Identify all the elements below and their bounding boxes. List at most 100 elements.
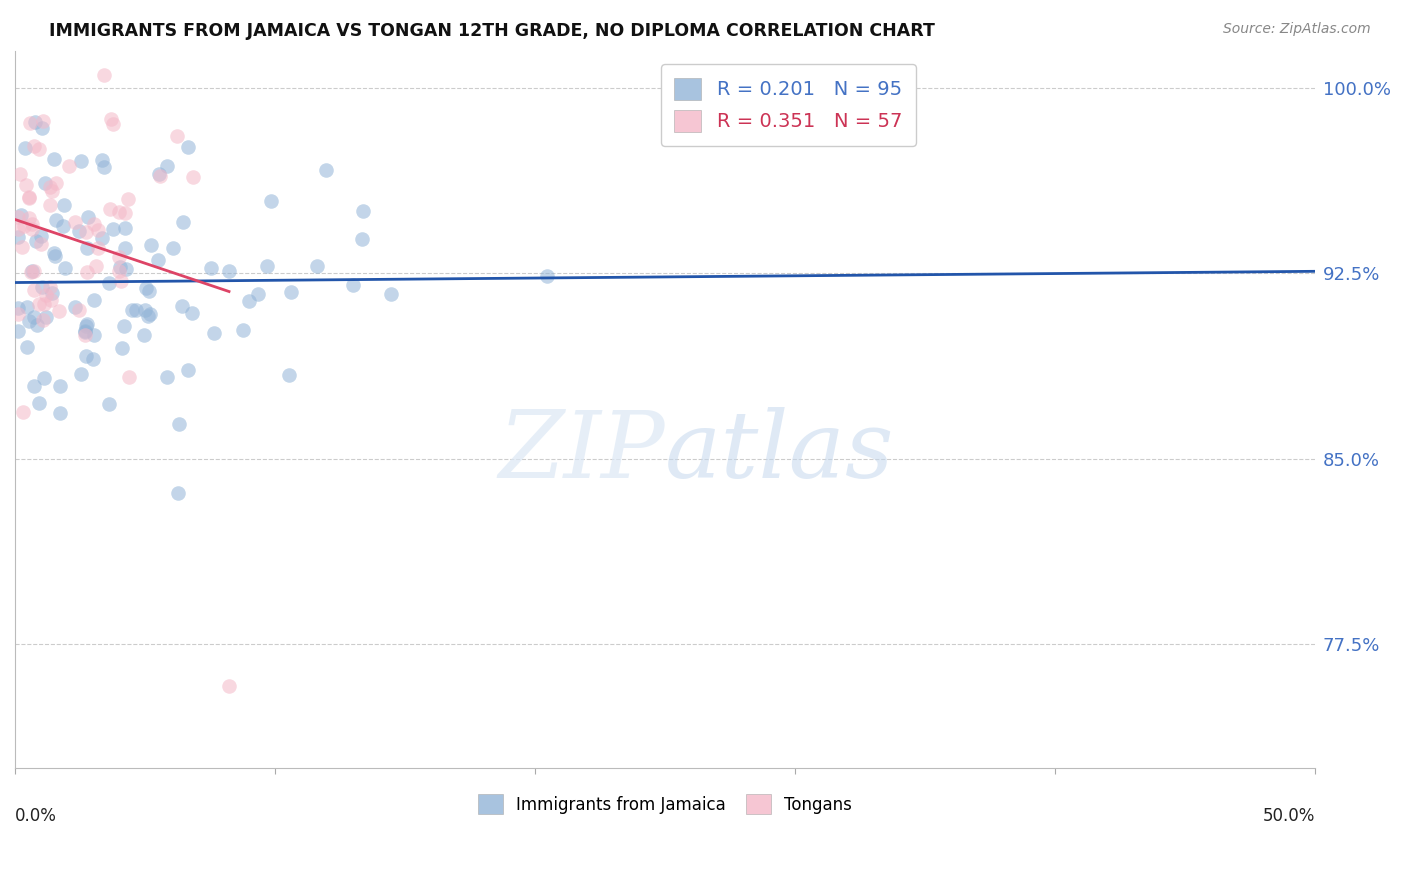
Point: [84, 259, 107, 273]
Point: [22, 310, 45, 324]
Point: [39, 293, 62, 307]
Point: [32, 113, 55, 128]
Point: [181, 170, 204, 185]
Point: [91, 153, 114, 167]
Point: [181, 306, 204, 320]
Point: [75, 325, 97, 339]
Point: [76, 241, 98, 255]
Point: [114, 241, 136, 255]
Point: [98, 397, 121, 411]
Point: [34, 297, 56, 311]
Point: [135, 281, 157, 295]
Point: [136, 309, 159, 323]
Point: [76, 317, 98, 331]
Point: [52, 219, 75, 233]
Point: [352, 232, 374, 246]
Point: [13, 219, 35, 233]
Point: [44, 246, 66, 260]
Point: [536, 269, 558, 284]
Point: [75, 328, 97, 343]
Point: [53, 198, 76, 212]
Point: [148, 167, 170, 181]
Point: [232, 323, 254, 337]
Point: [107, 204, 129, 219]
Point: [28, 396, 51, 410]
Point: [49, 406, 72, 420]
Point: [21, 217, 44, 231]
Text: atlas: atlas: [665, 408, 894, 497]
Point: [176, 140, 198, 154]
Point: [35, 288, 58, 302]
Point: [11, 240, 34, 254]
Point: [42, 152, 65, 166]
Point: [108, 264, 131, 278]
Point: [7, 222, 30, 236]
Point: [41, 286, 63, 301]
Point: [352, 203, 374, 218]
Point: [13, 405, 35, 419]
Point: [91, 230, 114, 244]
Point: [8, 167, 31, 181]
Point: [39, 279, 62, 293]
Point: [45, 213, 67, 227]
Point: [172, 215, 194, 229]
Point: [38, 198, 60, 212]
Point: [125, 302, 148, 317]
Point: [18, 314, 41, 328]
Point: [28, 297, 51, 311]
Point: [20, 265, 42, 279]
Point: [156, 370, 179, 384]
Point: [121, 303, 143, 318]
Point: [53, 261, 76, 276]
Point: [22, 264, 45, 278]
Point: [83, 327, 105, 342]
Point: [380, 287, 402, 301]
Point: [28, 142, 51, 156]
Point: [45, 176, 67, 190]
Point: [48, 303, 70, 318]
Point: [77, 210, 100, 224]
Point: [166, 128, 188, 143]
Point: [108, 260, 131, 274]
Point: [167, 417, 190, 431]
Legend: Immigrants from Jamaica, Tongans: Immigrants from Jamaica, Tongans: [471, 788, 859, 821]
Point: [22, 283, 45, 297]
Point: [132, 328, 155, 343]
Point: [41, 184, 63, 198]
Point: [87, 241, 110, 255]
Point: [342, 277, 364, 292]
Point: [75, 349, 97, 363]
Text: ZIP: ZIP: [498, 408, 665, 497]
Point: [218, 679, 240, 693]
Point: [315, 163, 337, 178]
Point: [67, 225, 90, 239]
Point: [156, 159, 179, 173]
Point: [118, 370, 141, 384]
Point: [280, 285, 302, 299]
Point: [21, 221, 44, 235]
Point: [22, 138, 45, 153]
Point: [18, 116, 41, 130]
Point: [73, 324, 96, 338]
Point: [30, 237, 52, 252]
Point: [7, 324, 30, 338]
Point: [82, 351, 104, 366]
Point: [17, 190, 39, 204]
Point: [138, 285, 160, 299]
Point: [260, 194, 283, 208]
Point: [247, 287, 270, 301]
Point: [24, 378, 46, 392]
Point: [14, 178, 37, 193]
Point: [31, 279, 53, 293]
Point: [93, 69, 115, 83]
Point: [67, 303, 90, 318]
Point: [139, 307, 162, 321]
Point: [38, 179, 60, 194]
Point: [35, 310, 58, 325]
Point: [75, 319, 97, 334]
Point: [256, 259, 278, 273]
Point: [30, 229, 52, 244]
Point: [31, 313, 53, 327]
Point: [14, 141, 37, 155]
Point: [111, 341, 134, 355]
